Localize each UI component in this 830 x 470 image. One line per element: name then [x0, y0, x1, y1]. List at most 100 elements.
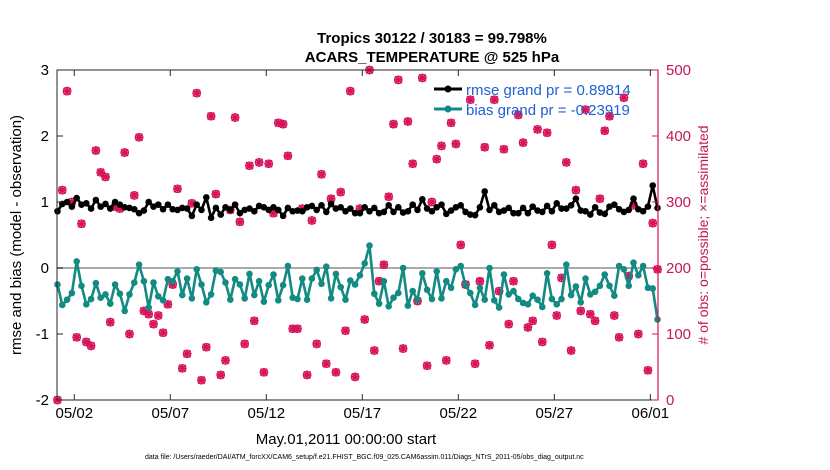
bias-point — [183, 275, 191, 282]
rmse-point — [505, 204, 513, 212]
rmse-point — [270, 203, 277, 211]
bias-point — [443, 277, 450, 285]
obs-assimilated-point — [341, 326, 350, 335]
bias-point — [116, 290, 124, 298]
obs-assimilated-point — [106, 317, 115, 327]
obs-assimilated-point — [562, 158, 571, 167]
bias-point — [471, 301, 479, 309]
bias-point — [500, 271, 508, 278]
obs-assimilated-point — [547, 240, 557, 250]
obs-assimilated-point — [518, 138, 528, 147]
rmse-point — [351, 209, 359, 217]
rmse-point — [222, 203, 229, 211]
obs-assimilated-point — [149, 319, 158, 329]
bias-point — [217, 268, 224, 276]
chart-subtitle: ACARS_TEMPERATURE @ 525 hPa — [305, 49, 560, 66]
obs-assimilated-point — [379, 260, 389, 269]
bias-point — [63, 296, 71, 303]
obs-assimilated-point — [427, 197, 437, 207]
obs-assimilated-point — [240, 339, 249, 349]
obs-assimilated-point — [130, 191, 139, 200]
rmse-point — [601, 210, 609, 218]
y-tick-label: 1 — [41, 194, 49, 211]
rmse-point — [73, 194, 80, 202]
y-axis-label-right: # of obs: o=possible; ×=assimilated — [695, 125, 711, 344]
rmse-point — [308, 202, 316, 210]
obs-assimilated-point — [552, 311, 561, 320]
rmse-point — [226, 206, 234, 214]
bias-point — [505, 291, 513, 298]
bias-point — [414, 296, 421, 303]
rmse-point — [433, 203, 441, 211]
rmse-point — [145, 198, 152, 206]
x-tick-label: 05/02 — [56, 405, 94, 422]
obs-assimilated-point — [528, 316, 537, 325]
bias-point — [121, 307, 128, 315]
obs-assimilated-point — [442, 356, 451, 365]
bias-point — [130, 279, 138, 286]
bias-point — [380, 277, 388, 285]
bias-point — [543, 269, 551, 277]
obs-assimilated-point — [384, 192, 393, 201]
bias-point — [390, 294, 397, 302]
bias-point — [486, 264, 493, 272]
bias-point — [68, 289, 76, 297]
bias-point — [126, 291, 133, 298]
rmse-point — [395, 203, 402, 211]
y-tick-label: 3 — [41, 62, 49, 79]
bias-point — [491, 297, 498, 304]
rmse-point — [572, 195, 580, 202]
bias-point — [601, 271, 609, 278]
bias-point — [481, 296, 489, 303]
obs-assimilated-point — [475, 277, 485, 286]
bias-point — [615, 262, 623, 270]
bias-point — [97, 294, 104, 302]
bias-point — [635, 271, 642, 279]
rmse-point — [265, 206, 272, 214]
obs-assimilated-point — [470, 359, 480, 368]
bias-point — [284, 262, 292, 270]
rmse-point — [164, 201, 172, 208]
obs-assimilated-point — [154, 311, 163, 320]
rmse-point — [178, 204, 186, 212]
y-right-tick-label: 500 — [666, 62, 691, 79]
bias-point — [539, 303, 546, 311]
bias-point — [78, 282, 85, 290]
rmse-point — [639, 207, 647, 215]
x-tick-label: 06/01 — [632, 405, 670, 422]
obs-assimilated-point — [466, 95, 475, 104]
rmse-point — [366, 207, 373, 215]
rmse-point — [322, 208, 330, 216]
rmse-point — [97, 203, 104, 210]
bias-point — [236, 281, 244, 288]
obs-assimilated-point — [605, 112, 614, 121]
obs-assimilated-point — [614, 333, 624, 342]
rmse-point — [346, 205, 354, 212]
bias-point — [265, 281, 272, 289]
y-tick-label: 0 — [41, 260, 49, 277]
rmse-point — [548, 207, 556, 215]
y-axis-label: rmse and bias (model - observation) — [8, 115, 25, 355]
obs-assimilated-point — [254, 158, 264, 167]
rmse-point — [510, 209, 517, 217]
rmse-point — [116, 201, 124, 208]
rmse-point — [140, 207, 148, 214]
bias-point — [366, 242, 373, 249]
bias-point — [169, 277, 176, 285]
bias-point — [178, 291, 186, 299]
obs-assimilated-point — [643, 366, 653, 375]
bias-point — [322, 263, 330, 270]
obs-assimilated-point — [514, 110, 523, 120]
bias-series — [54, 242, 661, 323]
rmse-point — [342, 207, 349, 215]
rmse-point — [476, 203, 484, 211]
obs-assimilated-point — [120, 148, 129, 157]
rmse-point — [361, 203, 369, 211]
bias-point — [529, 292, 537, 300]
rmse-point — [553, 200, 561, 207]
bias-point — [385, 302, 393, 310]
rmse-point — [414, 206, 421, 214]
rmse-point — [591, 203, 599, 211]
y-right-tick-label: 400 — [666, 128, 691, 145]
rmse-point — [294, 207, 301, 214]
